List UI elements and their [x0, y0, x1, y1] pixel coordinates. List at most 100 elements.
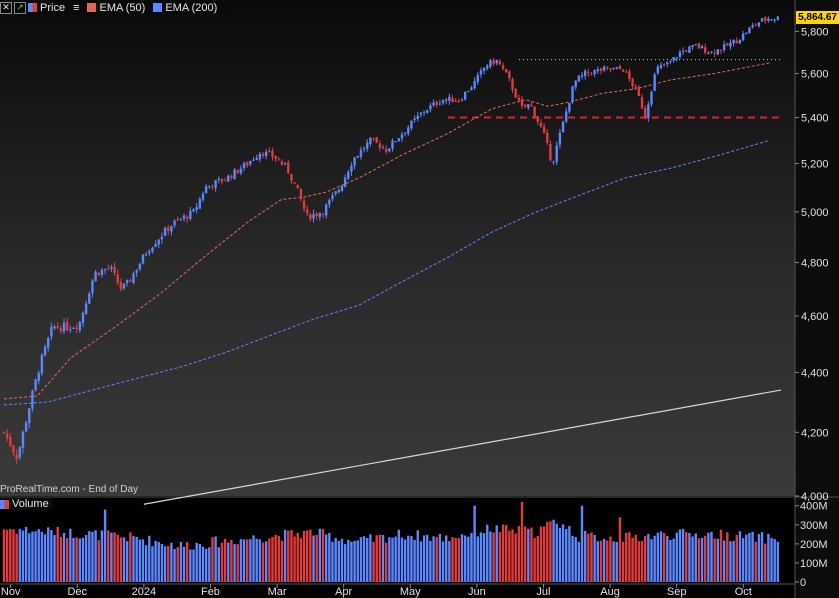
candle: [15, 454, 18, 460]
candle: [34, 379, 37, 391]
volume-bar: [590, 532, 593, 582]
candle: [647, 104, 650, 119]
price-tick-label: 4,600: [801, 311, 829, 323]
close-pane-icon[interactable]: ✕: [0, 1, 12, 14]
volume-bar: [675, 532, 678, 582]
volume-bar: [593, 535, 596, 582]
candle: [444, 99, 448, 101]
price-legend[interactable]: Price: [28, 2, 65, 14]
volume-bar: [18, 529, 21, 582]
candle: [590, 73, 593, 75]
volume-bar: [103, 509, 107, 582]
candle: [628, 71, 631, 79]
volume-bar: [467, 536, 470, 582]
candle: [103, 269, 107, 271]
candle: [100, 269, 104, 276]
candle: [697, 43, 701, 49]
price-swatch-icon: [28, 3, 37, 12]
volume-bar: [369, 534, 372, 582]
candle: [21, 431, 25, 448]
volume-bar: [353, 540, 356, 582]
volume-bar: [293, 536, 296, 582]
volume-bar: [24, 526, 28, 582]
time-tick-label: Feb: [201, 586, 220, 598]
candle: [542, 126, 546, 133]
volume-bar: [407, 535, 410, 582]
candle: [476, 75, 479, 83]
volume-bar: [12, 529, 15, 582]
volume-bar: [764, 543, 767, 582]
candle: [208, 185, 211, 187]
candle: [274, 156, 277, 159]
volume-bar: [59, 536, 63, 582]
candle: [264, 151, 268, 157]
candle: [501, 65, 505, 69]
volume-bar: [647, 534, 650, 582]
volume-bar: [460, 534, 464, 582]
volume-bar: [50, 530, 53, 582]
candle: [299, 189, 303, 200]
volume-bar: [72, 537, 75, 582]
volume-bar: [252, 535, 255, 582]
volume-bar: [542, 526, 546, 582]
candle: [116, 274, 119, 283]
volume-bar: [397, 529, 401, 582]
volume-bar: [514, 533, 517, 582]
volume-bar: [422, 535, 426, 582]
volume-bar: [160, 543, 164, 582]
candle: [511, 79, 514, 90]
volume-bar: [666, 536, 669, 582]
chart-toolbar: ✕ ↗ Price ≡ EMA (50) EMA (200): [0, 0, 230, 15]
volume-bar: [144, 545, 148, 582]
volume-bar: [170, 542, 173, 582]
candle: [770, 19, 773, 21]
ema200-legend-label: EMA (200): [165, 1, 218, 14]
candle: [732, 39, 735, 44]
candle: [555, 145, 558, 162]
volume-bar: [757, 534, 761, 582]
volume-bar: [113, 532, 116, 582]
volume-bar: [580, 505, 584, 582]
candle: [135, 270, 138, 273]
volume-bar: [9, 529, 12, 582]
volume-bar: [84, 535, 88, 582]
volume-bar: [659, 531, 663, 582]
volume-bar: [223, 538, 227, 582]
candle: [280, 161, 284, 165]
candle: [729, 42, 732, 47]
volume-bar: [662, 533, 666, 582]
time-tick-label: Oct: [735, 586, 752, 598]
volume-legend[interactable]: Volume: [0, 498, 53, 510]
time-tick-label: 2024: [132, 586, 156, 598]
volume-bar: [343, 544, 347, 582]
candle: [776, 16, 780, 20]
candle: [198, 198, 202, 209]
candle: [167, 227, 170, 231]
ema200-legend[interactable]: EMA (200): [153, 2, 217, 14]
candle: [220, 178, 224, 182]
volume-bar: [69, 528, 72, 582]
candle: [362, 148, 366, 150]
candle: [255, 157, 258, 161]
candle: [662, 64, 666, 66]
up-arrow-icon[interactable]: ↗: [14, 1, 26, 14]
volume-bar: [492, 532, 495, 582]
volume-bar: [700, 537, 704, 582]
time-tick-label: Apr: [335, 586, 352, 598]
candle: [599, 68, 603, 71]
volume-bar: [685, 532, 688, 582]
candle: [527, 103, 530, 108]
volume-bar: [729, 541, 732, 582]
volume-bar: [669, 539, 672, 582]
candle: [340, 185, 344, 192]
indicator-list-icon[interactable]: ≡: [73, 1, 80, 14]
volume-tick-label: 300M: [800, 520, 828, 532]
ema50-legend[interactable]: EMA (50): [87, 2, 145, 14]
volume-bar: [192, 549, 195, 582]
volume-bar: [34, 531, 37, 582]
candle: [552, 161, 555, 163]
volume-bar: [517, 526, 521, 582]
volume-bar: [261, 542, 265, 582]
candle: [751, 25, 754, 28]
